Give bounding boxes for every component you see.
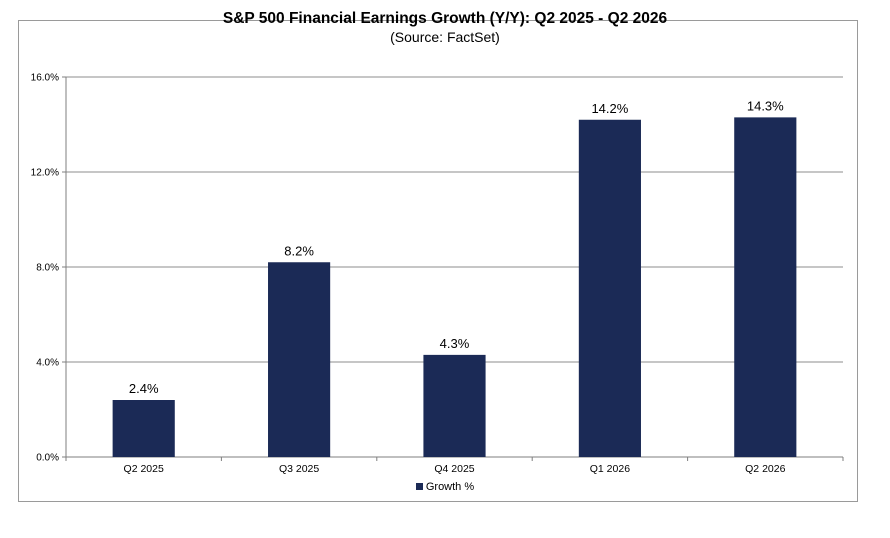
x-tick-label: Q4 2025: [434, 463, 474, 475]
bar: [268, 262, 331, 457]
y-tick-label: 16.0%: [31, 73, 59, 84]
x-tick-label: Q2 2025: [124, 463, 164, 475]
y-tick-label: 12.0%: [31, 168, 59, 179]
y-tick-label: 0.0%: [36, 453, 59, 464]
legend-swatch-growth: [415, 483, 423, 490]
data-label: 8.2%: [284, 243, 314, 258]
x-tick-label: Q3 2025: [279, 463, 319, 475]
data-label: 2.4%: [129, 381, 159, 396]
gridlines: [66, 76, 843, 458]
y-tick-label: 8.0%: [36, 263, 59, 274]
x-tick-label: Q2 2026: [745, 463, 785, 475]
x-tick-label: Q1 2026: [590, 463, 630, 475]
bar: [112, 400, 175, 457]
data-label: 4.3%: [440, 336, 470, 351]
bar: [423, 354, 486, 457]
data-label: 14.3%: [747, 98, 784, 113]
chart-legend: Growth %: [0, 481, 890, 493]
chart-subtitle: (Source: FactSet): [390, 29, 500, 45]
data-label: 14.2%: [591, 101, 628, 116]
chart-title: S&P 500 Financial Earnings Growth (Y/Y):…: [222, 10, 668, 27]
legend-label-growth: Growth %: [425, 481, 475, 493]
y-axis-ticks: 0.0% 4.0% 8.0% 12.0% 16.0%: [31, 73, 67, 464]
bar: [734, 117, 797, 457]
x-axis-ticks: Q2 2025 Q3 2025 Q4 2025 Q1 2026 Q2 2026: [65, 457, 844, 475]
bars: 2.4% 8.2% 4.3% 14.2% 14.3%: [112, 98, 797, 457]
y-tick-label: 4.0%: [36, 358, 59, 369]
bar: [578, 119, 641, 457]
